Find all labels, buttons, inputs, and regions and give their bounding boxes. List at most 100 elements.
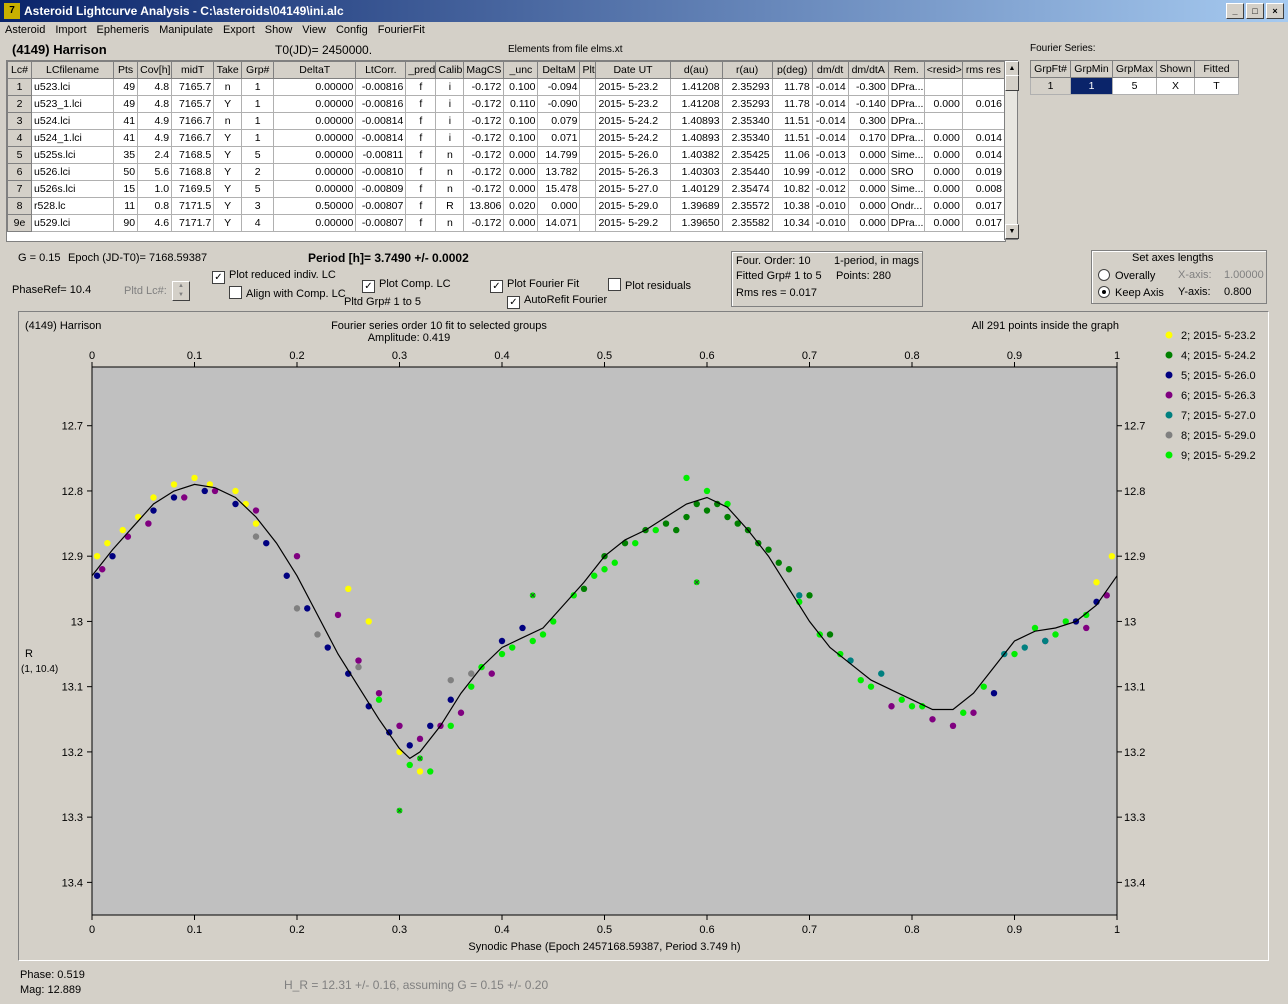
table-row[interactable]: 1 u523.lci 49 4.8 7165.7 n 1 0.00000 -0.00816 f i -… (7, 78, 1005, 96)
table-cell[interactable]: 0.000 (923, 146, 963, 164)
table-cell[interactable]: SRO (887, 163, 925, 181)
table-cell[interactable]: 0.8 (137, 197, 173, 215)
table-cell[interactable]: 2015- 5-23.2 (595, 78, 671, 96)
table-cell[interactable] (579, 112, 597, 130)
column-header[interactable]: Lc# (7, 61, 33, 79)
table-cell[interactable]: 2015- 5-27.0 (595, 180, 671, 198)
table-cell[interactable]: 11.78 (771, 95, 813, 113)
table-cell[interactable]: 0.00000 (273, 95, 357, 113)
table-cell[interactable]: DPra... (887, 95, 925, 113)
table-cell[interactable]: f (405, 78, 437, 96)
table-cell[interactable]: -0.010 (811, 214, 849, 232)
table-cell[interactable]: 0.000 (923, 180, 963, 198)
table-cell[interactable]: f (405, 95, 437, 113)
column-header[interactable]: _pred. (405, 61, 437, 79)
table-cell[interactable]: 0.014 (961, 146, 1005, 164)
menu-show[interactable]: Show (264, 24, 293, 36)
table-cell[interactable] (961, 112, 1005, 130)
checkbox-box[interactable] (229, 286, 242, 299)
table-cell[interactable]: 0.00000 (273, 129, 357, 147)
table-cell[interactable]: 0.00000 (273, 78, 357, 96)
table-cell[interactable]: 0.100 (503, 112, 539, 130)
table-cell[interactable]: -0.012 (811, 180, 849, 198)
table-cell[interactable]: r528.lc (31, 197, 115, 215)
table-row[interactable]: 2 u523_1.lci 49 4.8 7165.7 Y 1 0.00000 -0.00816 f… (7, 95, 1005, 113)
fourier-cell[interactable]: 1 (1070, 77, 1113, 95)
table-cell[interactable]: 7165.7 (171, 78, 215, 96)
table-cell[interactable]: 1.41208 (669, 95, 723, 113)
table-cell[interactable]: -0.172 (463, 214, 505, 232)
table-cell[interactable]: 2.35340 (721, 129, 773, 147)
table-cell[interactable]: 4.6 (137, 214, 173, 232)
close-button[interactable]: × (1266, 3, 1284, 19)
table-cell[interactable]: 13.782 (537, 163, 581, 181)
table-cell[interactable]: 35 (113, 146, 139, 164)
table-cell[interactable]: f (405, 146, 437, 164)
table-cell[interactable]: -0.172 (463, 129, 505, 147)
checkbox-box[interactable]: ✓ (507, 296, 520, 309)
column-header[interactable]: r(au) (721, 61, 773, 79)
table-cell[interactable]: -0.012 (811, 163, 849, 181)
table-cell[interactable]: u524.lci (31, 112, 115, 130)
table-cell[interactable]: -0.172 (463, 95, 505, 113)
table-cell[interactable]: 0.008 (961, 180, 1005, 198)
table-cell[interactable]: 2.35474 (721, 180, 773, 198)
table-cell[interactable]: 11.51 (771, 112, 813, 130)
table-cell[interactable]: 0.020 (503, 197, 539, 215)
table-cell[interactable]: 7171.5 (171, 197, 215, 215)
checkbox-box[interactable]: ✓ (212, 271, 225, 284)
table-cell[interactable]: Y (213, 197, 243, 215)
menu-asteroid[interactable]: Asteroid (5, 24, 46, 36)
table-cell[interactable]: 4.8 (137, 78, 173, 96)
table-cell[interactable]: i (435, 95, 465, 113)
table-cell[interactable]: 1.39689 (669, 197, 723, 215)
column-header[interactable]: p(deg) (771, 61, 813, 79)
table-cell[interactable]: 0.016 (961, 95, 1005, 113)
table-cell[interactable] (579, 197, 597, 215)
table-cell[interactable] (579, 78, 597, 96)
table-cell[interactable]: u525s.lci (31, 146, 115, 164)
checkbox-box[interactable] (608, 278, 621, 291)
menu-ephemeris[interactable]: Ephemeris (96, 24, 150, 36)
table-cell[interactable]: 11 (113, 197, 139, 215)
table-cell[interactable]: 0.000 (847, 197, 889, 215)
row-header[interactable]: 2 (7, 95, 33, 113)
table-cell[interactable]: -0.094 (537, 78, 581, 96)
table-cell[interactable]: 1.40382 (669, 146, 723, 164)
table-cell[interactable]: 0.110 (503, 95, 539, 113)
table-cell[interactable]: 4 (241, 214, 275, 232)
table-cell[interactable]: f (405, 163, 437, 181)
row-header[interactable]: 7 (7, 180, 33, 198)
table-cell[interactable]: 2.35582 (721, 214, 773, 232)
column-header[interactable]: Rem. (887, 61, 925, 79)
table-cell[interactable]: 0.100 (503, 129, 539, 147)
table-cell[interactable] (579, 180, 597, 198)
table-cell[interactable]: f (405, 214, 437, 232)
table-cell[interactable] (579, 163, 597, 181)
table-cell[interactable]: 0.100 (503, 78, 539, 96)
column-header[interactable]: MagCS (463, 61, 505, 79)
column-header[interactable]: DeltaT (273, 61, 357, 79)
table-scrollbar[interactable]: ▲ ▼ (1004, 60, 1019, 240)
table-cell[interactable]: 49 (113, 95, 139, 113)
table-cell[interactable]: 1 (241, 129, 275, 147)
table-cell[interactable]: 0.000 (847, 146, 889, 164)
table-cell[interactable] (579, 95, 597, 113)
table-cell[interactable]: 11.06 (771, 146, 813, 164)
table-cell[interactable]: -0.172 (463, 163, 505, 181)
fourier-cell[interactable]: 1 (1030, 77, 1071, 95)
overally-radio[interactable]: Overally (1098, 269, 1155, 282)
row-header[interactable]: 9e (7, 214, 33, 232)
table-row[interactable]: 5 u525s.lci 35 2.4 7168.5 Y 5 0.00000 -0.00811 f n… (7, 146, 1005, 164)
table-cell[interactable]: 0.017 (961, 197, 1005, 215)
table-cell[interactable]: 10.34 (771, 214, 813, 232)
table-cell[interactable]: 14.071 (537, 214, 581, 232)
row-header[interactable]: 6 (7, 163, 33, 181)
table-row[interactable]: 9e u529.lci 90 4.6 7171.7 Y 4 0.00000 -0.00807 f n… (7, 214, 1005, 232)
pltd-lc-spinner[interactable]: ▲ ▼ (172, 281, 190, 301)
table-cell[interactable]: n (213, 112, 243, 130)
table-cell[interactable]: 11.78 (771, 78, 813, 96)
keep-axis-radio[interactable]: Keep Axis (1098, 286, 1164, 299)
table-cell[interactable]: -0.140 (847, 95, 889, 113)
